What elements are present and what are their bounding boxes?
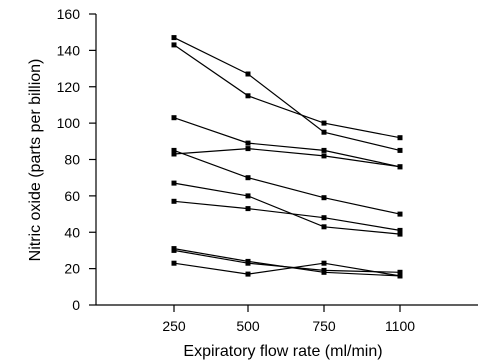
series-4-point-500	[245, 175, 251, 181]
series-9-point-750	[321, 267, 327, 273]
y-tick-label-140: 140	[57, 42, 81, 58]
series-7-point-750	[321, 215, 327, 221]
series-10-point-500	[245, 271, 251, 277]
series-8	[171, 246, 403, 279]
series-6-point-250	[171, 180, 177, 186]
series-5	[171, 146, 403, 170]
series-6	[171, 180, 403, 237]
series-4-line	[173, 149, 401, 215]
series-4	[171, 147, 403, 217]
x-axis: 250 500 750 1100	[96, 304, 478, 334]
series-5-line	[173, 147, 401, 168]
series-2-point-250	[171, 42, 177, 48]
y-axis: 0 20 40 60 80 100 120 140 160	[57, 6, 97, 313]
y-tick-label-40: 40	[64, 224, 80, 240]
x-tick-label-500: 500	[236, 318, 260, 334]
series-6-point-750	[321, 224, 327, 230]
series-2	[171, 42, 403, 141]
series-6-point-500	[245, 193, 251, 199]
series-5-point-250	[171, 151, 177, 157]
series-9-line	[173, 249, 401, 273]
y-tick-label-100: 100	[57, 115, 81, 131]
series-7-line	[173, 200, 401, 231]
series-10-point-250	[171, 260, 177, 266]
series-9	[171, 247, 403, 275]
series-10	[171, 260, 403, 279]
series-9-point-500	[245, 260, 251, 266]
series-1-point-250	[171, 35, 177, 41]
series-10-point-750	[321, 260, 327, 266]
series-4-point-250	[171, 147, 177, 153]
x-tick-label-750: 750	[312, 318, 336, 334]
series-3-point-500	[245, 140, 251, 146]
y-tick-label-120: 120	[57, 79, 81, 95]
y-tick-label-160: 160	[57, 6, 81, 22]
series-5-point-750	[321, 153, 327, 159]
series-7-point-1100	[397, 227, 403, 233]
x-tick-label-1100: 1100	[385, 318, 415, 334]
series-1-point-1100	[397, 147, 403, 153]
series-1-point-750	[321, 129, 327, 135]
series-6-point-1100	[397, 231, 403, 237]
series-1-line	[173, 37, 401, 151]
series-9-point-1100	[397, 269, 403, 275]
series-2-point-750	[321, 120, 327, 126]
series-6-line	[173, 182, 401, 235]
series-7-point-500	[245, 206, 251, 212]
series-3-point-750	[321, 147, 327, 153]
y-axis-title: Nitric oxide (parts per billion)	[27, 59, 44, 262]
series-7-point-250	[171, 198, 177, 204]
series-5-point-500	[245, 146, 251, 152]
series-10-point-1100	[397, 273, 403, 279]
y-tick-label-60: 60	[64, 188, 80, 204]
x-tick-label-250: 250	[162, 318, 186, 334]
series-4-point-1100	[397, 211, 403, 217]
y-tick-label-20: 20	[64, 261, 80, 277]
series-4-point-750	[321, 195, 327, 201]
series-3-line	[173, 117, 401, 168]
series-3-point-250	[171, 115, 177, 121]
y-tick-label-80: 80	[64, 152, 80, 168]
series-10-line	[173, 262, 401, 277]
series-2-point-1100	[397, 135, 403, 141]
y-tick-label-0: 0	[72, 297, 80, 313]
series-2-point-500	[245, 93, 251, 99]
series-2-line	[173, 44, 401, 139]
series-1-point-500	[245, 71, 251, 77]
series-5-point-1100	[397, 164, 403, 170]
series-9-point-250	[171, 247, 177, 253]
series-layer	[171, 35, 403, 279]
x-axis-title: Expiratory flow rate (ml/min)	[183, 343, 382, 360]
series-7	[171, 198, 403, 233]
series-1	[171, 35, 403, 153]
